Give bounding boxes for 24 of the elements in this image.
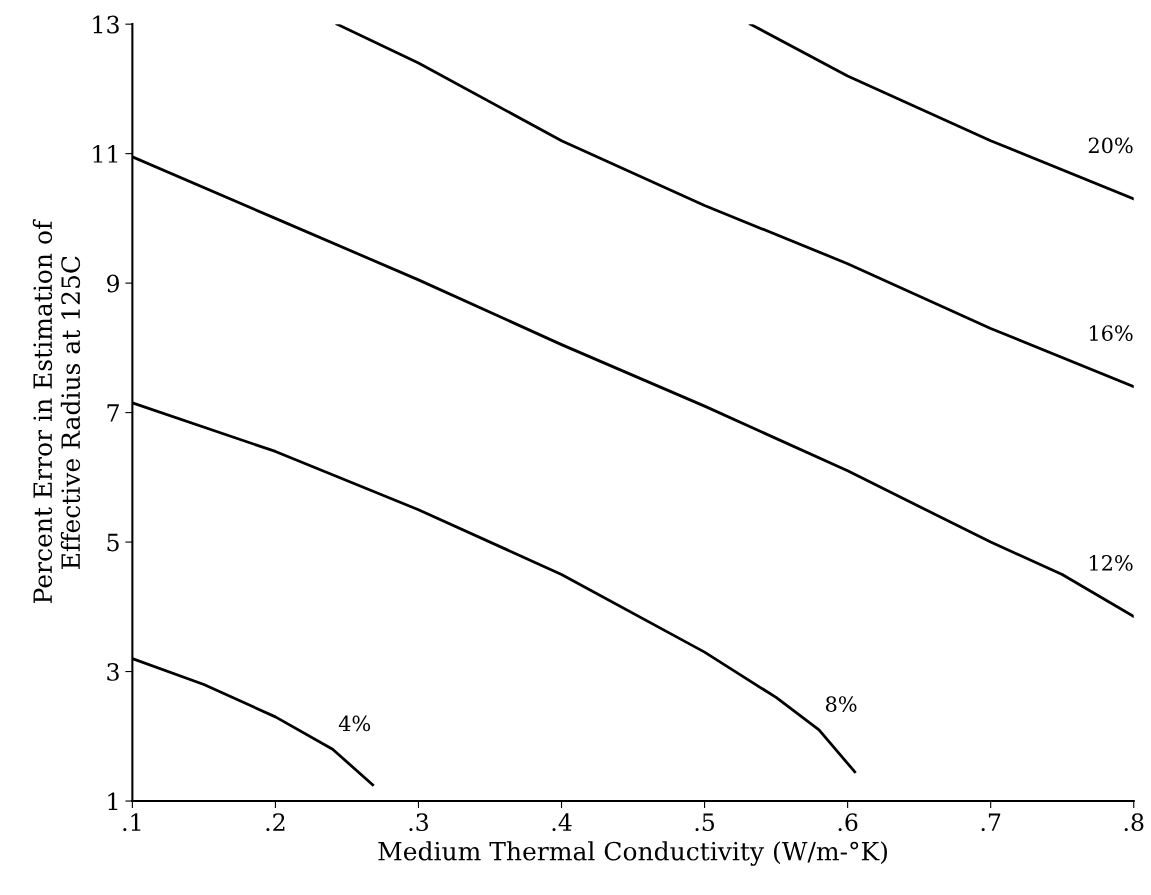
y-tick-label: 1	[108, 792, 118, 810]
y-tick-label: 13	[93, 15, 119, 34]
series-label: 4%	[338, 715, 371, 732]
x-tick-label: .1	[123, 813, 141, 832]
y-tick-label: 11	[93, 145, 118, 163]
x-tick-label: .8	[1124, 813, 1144, 832]
y-tick-label: 7	[107, 404, 119, 422]
series-label: 12%	[1089, 555, 1133, 571]
y-tick-label: 9	[107, 274, 119, 293]
y-tick-label: 5	[107, 533, 119, 552]
x-tick-label: .5	[695, 813, 715, 832]
x-tick-label: .7	[981, 813, 1001, 832]
series-label: 8%	[825, 696, 857, 712]
x-tick-label: .4	[552, 813, 572, 832]
line-series	[748, 24, 1134, 201]
x-tick-label: .3	[409, 813, 428, 832]
x-tick-label: .6	[838, 813, 858, 832]
line-series	[335, 24, 1134, 389]
y-axis-title: Percent Error in Estimation of Effective Radius at 125C	[32, 219, 81, 604]
series-label: 16%	[1089, 325, 1133, 341]
series-label: 20%	[1088, 137, 1133, 154]
y-tick-label: 3	[107, 662, 119, 681]
x-tick-label: .2	[266, 813, 285, 832]
x-axis-title: Medium Thermal Conductivity (W/m-°K)	[378, 841, 887, 866]
